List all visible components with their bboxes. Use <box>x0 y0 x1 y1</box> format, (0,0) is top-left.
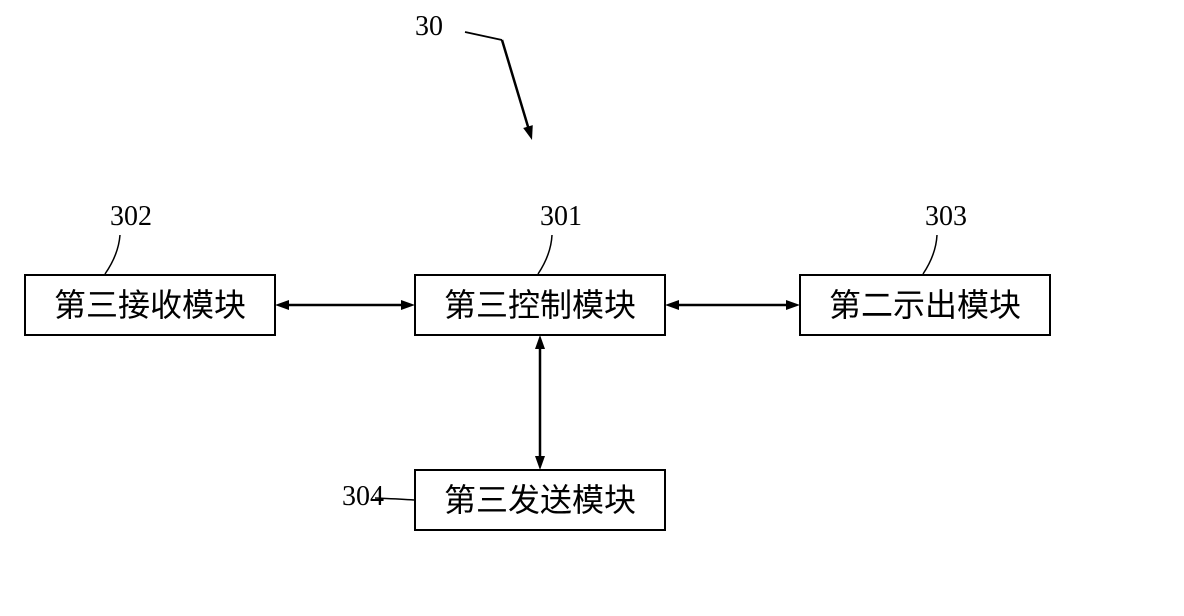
block-diagram: 第三接收模块 第三控制模块 第二示出模块第三发送模块 302 301 303 304 30 <box>0 0 1184 616</box>
block-label-302: 第三接收模块 <box>54 287 246 323</box>
block-label-303: 第二示出模块 <box>829 287 1021 323</box>
ref-number-304: 304 <box>342 481 384 512</box>
block-label-304: 第三发送模块 <box>444 482 636 518</box>
ref-number-303: 303 <box>925 201 967 232</box>
ref-number-301: 301 <box>540 201 582 232</box>
block-label-301: 第三控制模块 <box>444 287 636 323</box>
ref-number-30: 30 <box>415 11 443 42</box>
ref-number-302: 302 <box>110 201 152 232</box>
